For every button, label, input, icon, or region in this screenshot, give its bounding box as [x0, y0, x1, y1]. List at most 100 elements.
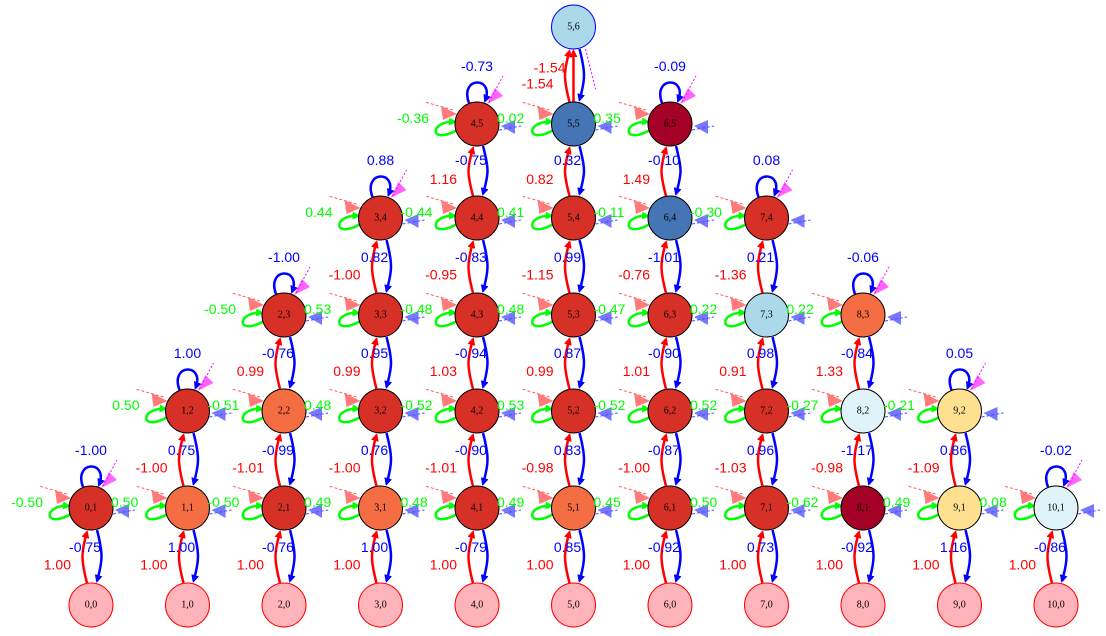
down-weight-6,3: -0.90 — [648, 345, 680, 361]
up-edge-4,3 — [467, 240, 476, 294]
stub-left-head-4,1 — [441, 490, 457, 504]
down-weight-4,1: -0.79 — [455, 539, 487, 555]
up-edge-9,1 — [949, 433, 958, 487]
node-4,1 — [454, 485, 500, 531]
green-loop-5,1 — [531, 501, 555, 521]
stub-right-head-4,5 — [501, 120, 515, 134]
stub-left-head-5,3 — [537, 297, 554, 311]
stub-right-head-3,4 — [404, 214, 419, 228]
node-label-6,0: 6,0 — [664, 600, 677, 611]
up-edge-1,1 — [177, 433, 186, 487]
up-weight-5,6: -1.54 — [534, 60, 566, 76]
top-loop-8,3 — [852, 272, 877, 295]
up-weight-2,2: -1.01 — [232, 460, 264, 476]
stub-right-head-2,3 — [308, 311, 322, 325]
top-loop-4,5 — [466, 81, 491, 104]
stub-left-head-3,3 — [344, 297, 361, 311]
green-loop-4,5 — [434, 117, 458, 137]
down-edge-6,5 — [673, 145, 682, 196]
down-weight-3,1: 1.00 — [361, 539, 388, 555]
up-edge-5,2 — [563, 337, 572, 390]
up-edge-6,4 — [660, 146, 669, 197]
up-edge-7,2 — [756, 337, 765, 390]
down-weight-7,2: 0.96 — [747, 442, 774, 458]
stub-right-head-9,2 — [983, 407, 998, 421]
stub-left-8,2 — [810, 388, 840, 398]
up-edge-6,1 — [660, 433, 669, 487]
green-loop-1,1 — [145, 501, 169, 521]
up-weight-4,2: -1.01 — [425, 460, 457, 476]
stub-left-8,1 — [810, 485, 840, 495]
up-weight-6,4: -0.76 — [618, 267, 650, 283]
stub-left-head-6,4 — [634, 200, 650, 214]
green-loop-5,4 — [531, 211, 555, 231]
green-loop-6,1 — [627, 501, 651, 521]
down-weight-6,1: -0.92 — [648, 539, 680, 555]
green-loop-4,1 — [434, 501, 458, 521]
stub-left-head-9,2 — [923, 393, 940, 407]
stub-left-9,2 — [907, 388, 936, 398]
stub-top-head-6,5 — [680, 88, 696, 104]
right-weight-3,1: 0.48 — [401, 494, 428, 510]
loop-weight-1,2: 1.00 — [174, 345, 201, 361]
node-label-3,0: 3,0 — [374, 600, 387, 611]
node-1,0 — [165, 582, 210, 628]
node-label-6,5: 6,5 — [664, 119, 677, 130]
node-5,2 — [551, 388, 596, 434]
up-weight-4,1: 1.00 — [430, 557, 457, 573]
node-7,3 — [744, 292, 789, 338]
down-edge-8,3 — [866, 336, 875, 389]
stub-right-head-4,2 — [501, 407, 515, 421]
down-weight-6,4: -1.01 — [648, 249, 680, 265]
node-8,3 — [840, 292, 886, 338]
up-edge-4,4 — [467, 146, 476, 197]
up-weight-6,2: -1.00 — [618, 460, 650, 476]
stub-left-head-6,5 — [634, 106, 650, 120]
node-1,2 — [165, 388, 210, 434]
stub-right-head-5,5 — [597, 120, 612, 134]
node-label-5,2: 5,2 — [567, 406, 580, 417]
stub-left-7,2 — [714, 388, 743, 398]
down-edge-5,1 — [577, 529, 586, 583]
right-weight-3,4: -0.44 — [401, 204, 433, 220]
node-7,1 — [744, 485, 789, 531]
down-weight-4,3: -0.94 — [455, 345, 487, 361]
right-weight-2,2: 0.48 — [304, 397, 331, 413]
down-edge-6,2 — [673, 432, 682, 486]
down-edge-6,4 — [673, 239, 682, 293]
down-weight-6,2: -0.87 — [648, 442, 680, 458]
loop-weight-4,5: -0.73 — [461, 58, 493, 74]
right-weight-6,3: 0.22 — [690, 301, 717, 317]
down-edge-4,5 — [480, 145, 489, 196]
green-loop-8,3 — [820, 308, 844, 328]
node-label-9,0: 9,0 — [953, 600, 966, 611]
up-weight-1,2: -1.00 — [136, 460, 168, 476]
stub-left-head-8,2 — [827, 393, 843, 407]
stub-right-head-3,3 — [404, 311, 419, 325]
right-weight-7,3: 0.22 — [787, 301, 814, 317]
stub-top-head-8,3 — [873, 279, 889, 295]
node-2,0 — [261, 582, 307, 628]
stub-right-head-5,1 — [597, 504, 612, 518]
down-edge-9,2 — [963, 432, 972, 486]
down-weight-2,2: -0.99 — [262, 442, 294, 458]
green-loop-6,4 — [627, 211, 651, 231]
stub-right-head-7,2 — [790, 407, 805, 421]
up-weight-8,2: -0.98 — [811, 460, 843, 476]
green-loop-1,2 — [145, 404, 169, 424]
stub-left-6,5 — [617, 101, 647, 111]
green-loop-6,3 — [627, 308, 651, 328]
node-label-4,3: 4,3 — [471, 310, 484, 321]
top-loop-2,3 — [273, 272, 298, 295]
stub-left-head-5,4 — [537, 200, 554, 214]
up-edge-7,1 — [756, 433, 765, 487]
node-label-8,1: 8,1 — [857, 503, 870, 514]
node-0,0 — [68, 582, 114, 628]
stub-left-10,1 — [1003, 485, 1033, 495]
node-5,6 — [551, 4, 596, 50]
right-weight-4,2: 0.53 — [497, 397, 524, 413]
node-label-7,0: 7,0 — [760, 600, 773, 611]
up-weight-7,3: 0.91 — [719, 363, 746, 379]
down-weight-2,3: -0.76 — [262, 345, 294, 361]
stub-left-head-4,4 — [441, 200, 457, 214]
